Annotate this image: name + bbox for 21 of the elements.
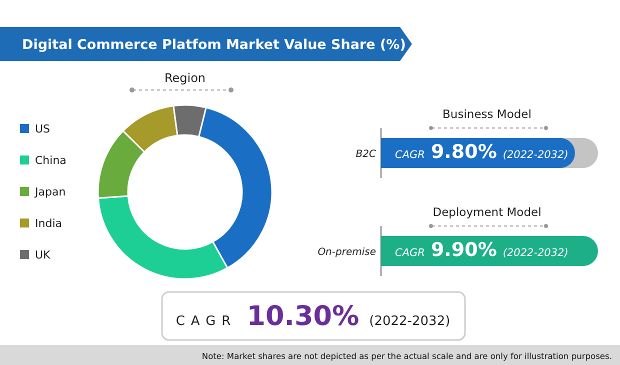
legend-label: US xyxy=(35,122,50,136)
text: Business Model xyxy=(442,107,532,121)
text: 9.80% xyxy=(430,141,497,163)
legend-label: Japan xyxy=(34,186,66,198)
text: (2022-2032) xyxy=(369,314,450,329)
text: CAGR xyxy=(395,247,425,259)
legend-label: China xyxy=(35,154,66,167)
text: CAGR xyxy=(176,314,237,329)
text: Note: Market shares are not depicted as per the actual scale and are only for illustration purposes. xyxy=(202,351,612,361)
text: 10.30% xyxy=(246,301,360,332)
chart-title: Digital Commerce Platfom Market Value Share (%) xyxy=(22,37,406,53)
text: (2022-2032) xyxy=(502,149,568,161)
legend-label: UK xyxy=(35,248,52,262)
chart-subtitle: Region xyxy=(164,71,206,85)
text: (2022-2032) xyxy=(502,247,568,259)
legend-label: India xyxy=(35,217,62,230)
text: CAGR xyxy=(395,149,425,161)
text: 9.90% xyxy=(430,239,497,261)
text: Deployment Model xyxy=(432,205,542,219)
category-label: On-premise xyxy=(318,247,376,258)
category-label: B2C xyxy=(356,149,376,160)
